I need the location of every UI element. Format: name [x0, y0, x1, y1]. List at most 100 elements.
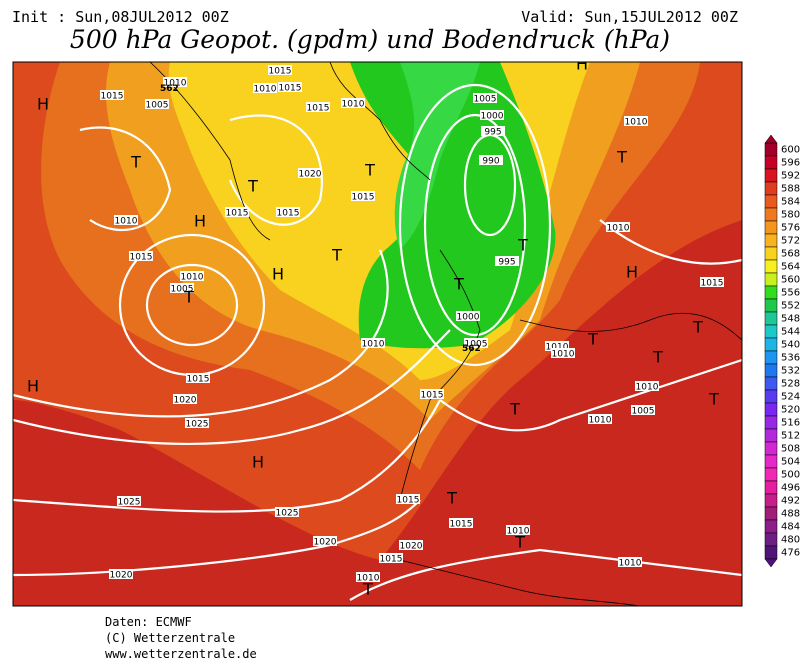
pressure-center: H	[626, 263, 638, 282]
colorbar-label: 548	[781, 314, 800, 325]
isobar-label: 1020	[174, 396, 197, 406]
isobar-label: 1010	[164, 79, 187, 89]
footer-line: www.wetterzentrale.de	[105, 647, 257, 661]
isobar-label: 1005	[465, 340, 488, 350]
isobar-label-bg	[278, 82, 302, 92]
isobar-label: 1015	[130, 253, 153, 263]
isobar-label: 1005	[171, 285, 194, 295]
init-time: Init : Sun,08JUL2012 00Z	[12, 8, 229, 26]
colorbar-swatch	[764, 194, 778, 209]
isobar-label: 1020	[400, 542, 423, 552]
isobar-label-bg	[173, 394, 197, 404]
isobar-label-bg	[186, 373, 210, 383]
colorbar-label: 576	[781, 223, 800, 234]
isobar-label-bg	[275, 507, 299, 517]
isobar-label-bg	[399, 540, 423, 550]
colorbar-swatch	[764, 454, 778, 469]
isobar-label: 990	[482, 157, 499, 167]
isobar-label: 1005	[632, 407, 655, 417]
colorbar-end	[764, 134, 778, 144]
colorbar-label: 536	[781, 353, 800, 364]
pressure-center: H	[27, 377, 39, 396]
colorbar-label: 532	[781, 366, 800, 377]
pressure-center: T	[692, 318, 703, 337]
colorbar-label: 488	[781, 509, 800, 520]
colorbar-label: 584	[781, 197, 800, 208]
colorbar-swatch	[764, 168, 778, 183]
colorbar-swatch	[764, 272, 778, 287]
colorbar-swatch	[764, 493, 778, 508]
pressure-center: H	[576, 55, 588, 74]
isobar-label: 1010	[619, 559, 642, 569]
pressure-center: T	[453, 275, 464, 294]
isobar-label: 995	[484, 128, 501, 138]
map-frame	[12, 61, 743, 607]
isobar-label-bg	[473, 93, 497, 103]
isobar-label-bg	[298, 168, 322, 178]
isobar-label: 1010	[552, 350, 575, 360]
colorbar-label: 588	[781, 184, 800, 195]
pressure-center: H	[252, 453, 264, 472]
isobar-label-bg	[480, 110, 504, 120]
isobar-label: 1015	[101, 92, 124, 102]
colorbar-swatch	[764, 350, 778, 365]
colorbar-swatch	[764, 298, 778, 313]
isobar-label: 1015	[352, 193, 375, 203]
colorbar-swatch	[764, 233, 778, 248]
colorbar-label: 564	[781, 262, 800, 273]
isobar-label-bg	[481, 126, 505, 136]
colorbar-label: 504	[781, 457, 800, 468]
isobar-label: 1010	[507, 527, 530, 537]
colorbar-swatch	[764, 220, 778, 235]
isobar-label: 995	[498, 258, 515, 268]
isobar-label-bg	[495, 256, 519, 266]
isobar-label-bg	[635, 381, 659, 391]
colorbar-swatch	[764, 246, 778, 261]
isobar-label: 1015	[187, 375, 210, 385]
colorbar-swatch	[764, 532, 778, 547]
isobar-label: 1015	[279, 84, 302, 94]
pressure-center: T	[362, 580, 373, 599]
colorbar-label: 512	[781, 431, 800, 442]
pressure-center: H	[272, 265, 284, 284]
isobar-label-bg	[631, 405, 655, 415]
isobar-label: 1010	[357, 574, 380, 584]
colorbar-end	[764, 558, 778, 568]
isobar-label: 1010	[362, 340, 385, 350]
isobar-label-bg	[163, 77, 187, 87]
pressure-center: T	[517, 236, 528, 255]
isobar-label: 1015	[307, 104, 330, 114]
colorbar-label: 540	[781, 340, 800, 351]
pressure-center: H	[194, 212, 206, 231]
isobar-label-bg	[624, 116, 648, 126]
isobar-label-bg	[185, 418, 209, 428]
colorbar-swatch	[764, 155, 778, 170]
colorbar-swatch	[764, 467, 778, 482]
colorbar-swatch	[764, 428, 778, 443]
isobar-label-bg	[180, 271, 204, 281]
isobar-label-bg	[341, 98, 365, 108]
colorbar-swatch	[764, 376, 778, 391]
colorbar-swatch	[764, 441, 778, 456]
colorbar-label: 520	[781, 405, 800, 416]
isobar-label-bg	[464, 338, 488, 348]
pressure-center: T	[587, 330, 598, 349]
pressure-center: T	[514, 533, 525, 552]
colorbar-swatch	[764, 363, 778, 378]
isobar-label: 1010	[254, 85, 277, 95]
isobar-label: 1010	[625, 118, 648, 128]
contour-label: 562	[160, 84, 179, 94]
colorbar-label: 596	[781, 158, 800, 169]
map-title: 500 hPa Geopot. (gpdm) und Bodendruck (h…	[70, 25, 670, 54]
isobar-label-bg	[456, 311, 480, 321]
isobar-label: 1015	[269, 67, 292, 77]
isobar-label-bg	[356, 572, 380, 582]
isobar-label-bg	[117, 496, 141, 506]
isobar-label-bg	[145, 99, 169, 109]
colorbar-label: 528	[781, 379, 800, 390]
isobar-label: 1020	[314, 538, 337, 548]
pressure-center: T	[708, 390, 719, 409]
colorbar-swatch	[764, 285, 778, 300]
colorbar-label: 524	[781, 392, 800, 403]
